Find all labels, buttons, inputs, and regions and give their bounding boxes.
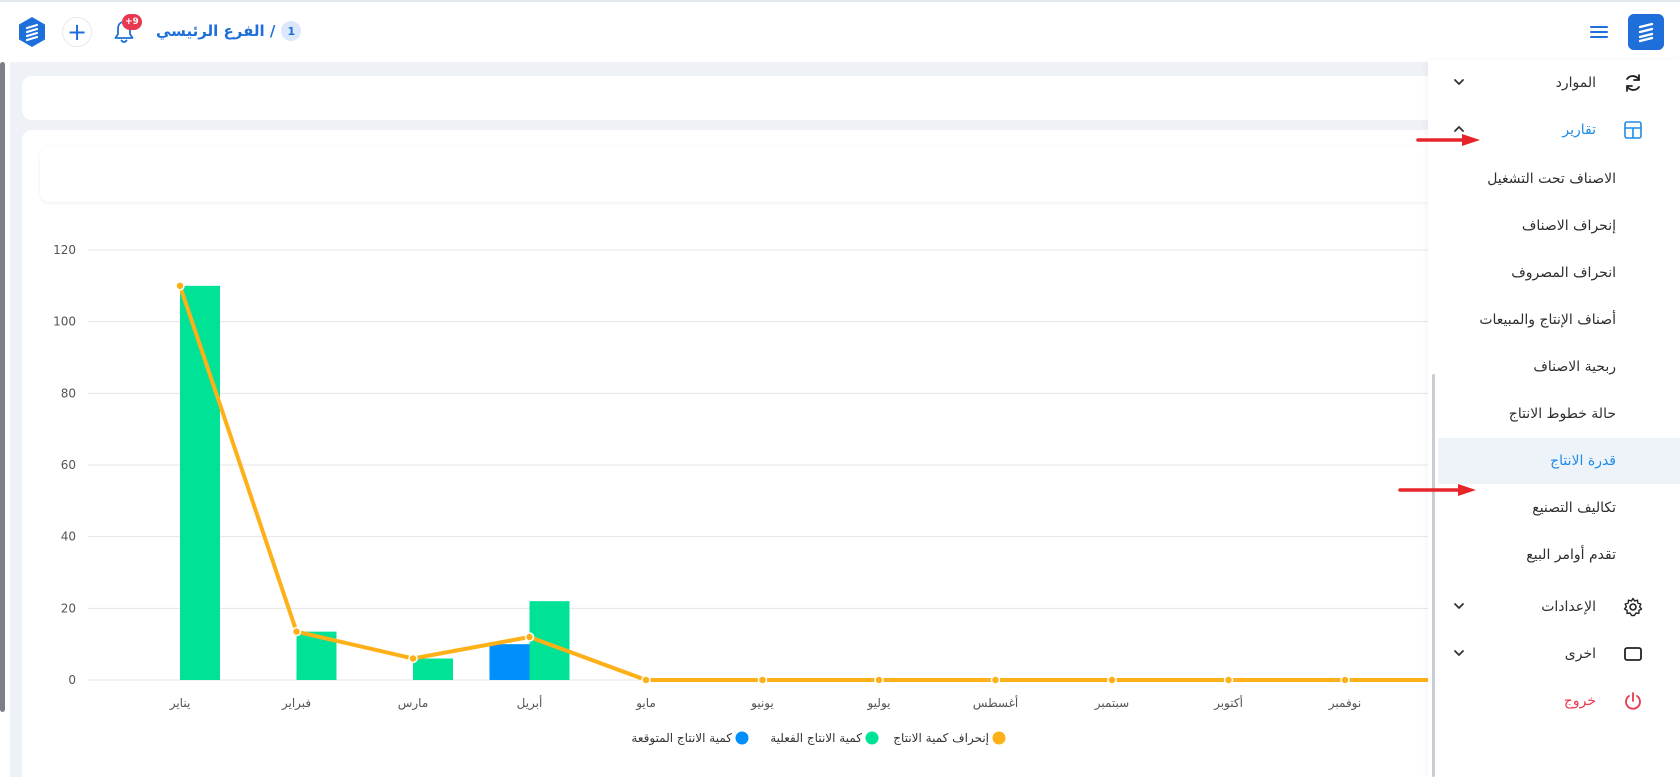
sidebar-sublabel: حالة خطوط الانتاج <box>1508 406 1616 422</box>
app-logo-icon[interactable] <box>16 16 48 48</box>
annotation-arrow-icon <box>1416 134 1480 146</box>
production-capacity-chart: 0 20 40 60 80 100 120 يناير فبراير مارس أبريل مايو ي… <box>53 243 1430 746</box>
sidebar-item-other[interactable]: اخرى <box>1428 631 1680 677</box>
sidebar-sublabel: الاصناف تحت التشغيل <box>1487 171 1616 187</box>
top-bar: + +9 الفرع الرئيسي / 1 <box>0 0 1680 60</box>
chevron-down-icon <box>1454 79 1464 85</box>
brand-logo-icon[interactable] <box>1628 14 1664 50</box>
sidebar-sublabel: تكاليف التصنيع <box>1532 500 1616 516</box>
sidebar-subitem-items-deviation[interactable]: إنحراف الاصناف <box>1428 203 1680 249</box>
point-deviation <box>175 281 185 291</box>
sidebar-sublabel: انحراف المصروف <box>1511 265 1616 281</box>
x-tick-label: سبتمبر <box>1094 696 1129 711</box>
sidebar-item-reports[interactable]: تقارير <box>1428 107 1680 153</box>
point-deviation <box>641 675 651 685</box>
add-button[interactable]: + <box>62 17 92 47</box>
legend-marker <box>992 731 1006 745</box>
bar-expected <box>489 644 530 680</box>
chevron-down-icon <box>1454 650 1464 656</box>
branch-selector[interactable]: الفرع الرئيسي / 1 <box>156 18 302 44</box>
sidebar-subitem-production-capacity[interactable]: قدرة الانتاج <box>1438 438 1680 484</box>
branch-number: 1 <box>281 21 302 41</box>
point-deviation <box>1107 675 1117 685</box>
point-deviation <box>757 675 768 685</box>
gear-icon <box>1623 597 1643 617</box>
point-deviation <box>1223 675 1234 685</box>
y-tick-label: 80 <box>61 386 76 400</box>
point-deviation <box>1340 675 1350 685</box>
sidebar-label-resources: الموارد <box>1555 75 1596 91</box>
x-tick-label: يوليو <box>866 696 890 711</box>
legend-marker <box>735 731 749 745</box>
legend-marker <box>865 731 879 745</box>
sidebar-sublabel: أصناف الإنتاج والمبيعات <box>1479 312 1616 328</box>
sidebar-sublabel: إنحراف الاصناف <box>1521 218 1616 234</box>
sidebar-sublabel: ربحية الاصناف <box>1533 359 1616 375</box>
bar-actual <box>180 285 220 680</box>
x-tick-label: أغسطس <box>973 695 1018 711</box>
power-icon <box>1625 692 1641 710</box>
y-tick-label: 120 <box>53 243 76 257</box>
x-tick-label: يونيو <box>750 696 774 711</box>
sidebar-item-resources[interactable]: الموارد <box>1428 60 1680 106</box>
notification-badge: +9 <box>122 14 142 30</box>
legend-label: كمية الانتاج المتوقعة <box>631 731 732 746</box>
sidebar-subitem-expense-deviation[interactable]: انحراف المصروف <box>1428 250 1680 296</box>
sidebar-sublabel-active: قدرة الانتاج <box>1550 453 1616 469</box>
x-tick-label: نوفمبر <box>1328 696 1361 711</box>
sidebar-label-reports: تقارير <box>1562 122 1596 138</box>
sidebar-scrollbar[interactable] <box>1432 374 1435 777</box>
x-tick-label: فبراير <box>281 696 311 711</box>
point-deviation <box>524 632 535 642</box>
sidebar-subitem-items-profitability[interactable]: ربحية الاصناف <box>1428 344 1680 390</box>
legend-label: كمية الانتاج الفعلية <box>770 731 862 745</box>
sidebar-subitem-sales-orders-progress[interactable]: تقدم أوامر البيع <box>1428 532 1680 578</box>
layout-grid-icon <box>1624 121 1642 139</box>
x-tick-label: مارس <box>398 696 429 711</box>
sidebar-label-settings: الإعدادات <box>1541 599 1596 615</box>
hamburger-menu-icon[interactable] <box>1588 22 1610 42</box>
legend-label: إنحراف كمية الانتاج <box>893 731 989 746</box>
x-tick-label: أبريل <box>517 695 543 711</box>
x-tick-label: يناير <box>169 696 191 711</box>
y-tick-label: 0 <box>68 673 76 687</box>
chevron-down-icon <box>1454 603 1464 609</box>
chart-header-card <box>40 146 1440 202</box>
refresh-cycle-icon <box>1626 74 1640 92</box>
branch-name: الفرع الرئيسي / <box>156 22 276 40</box>
page-scrollbar[interactable] <box>0 62 5 712</box>
sidebar-item-settings[interactable]: الإعدادات <box>1428 584 1680 630</box>
sidebar-subitem-wip-items[interactable]: الاصناف تحت التشغيل <box>1428 156 1680 202</box>
filter-card <box>22 76 1442 120</box>
line-deviation <box>178 285 1430 682</box>
sidebar-subitem-production-sales[interactable]: أصناف الإنتاج والمبيعات <box>1428 297 1680 343</box>
x-tick-label: أكتوبر <box>1213 695 1243 711</box>
y-tick-label: 40 <box>61 530 76 544</box>
y-tick-label: 20 <box>61 601 76 615</box>
sidebar-label-logout: خروج <box>1563 693 1596 709</box>
window-icon <box>1624 647 1642 661</box>
annotation-arrow-icon <box>1398 484 1476 496</box>
point-deviation <box>990 675 1001 685</box>
point-deviation <box>291 626 302 637</box>
chevron-up-icon <box>1454 126 1464 132</box>
point-deviation <box>874 675 884 685</box>
y-tick-label: 60 <box>61 458 76 472</box>
chart-card <box>22 130 1442 777</box>
sidebar-label-other: اخرى <box>1564 646 1596 662</box>
point-deviation <box>408 653 418 664</box>
sidebar: الموارد تقارير الاصناف تحت التشغيل إنحرا… <box>1428 60 1680 777</box>
sidebar-item-logout[interactable]: خروج <box>1428 678 1680 724</box>
x-tick-label: مايو <box>635 696 656 711</box>
plus-icon: + <box>66 18 88 46</box>
sidebar-subitem-manufacturing-costs[interactable]: تكاليف التصنيع <box>1428 485 1680 531</box>
sidebar-sublabel: تقدم أوامر البيع <box>1526 547 1616 563</box>
sidebar-subitem-production-lines-status[interactable]: حالة خطوط الانتاج <box>1428 391 1680 437</box>
y-tick-label: 100 <box>53 315 76 329</box>
bar-actual <box>413 658 453 680</box>
